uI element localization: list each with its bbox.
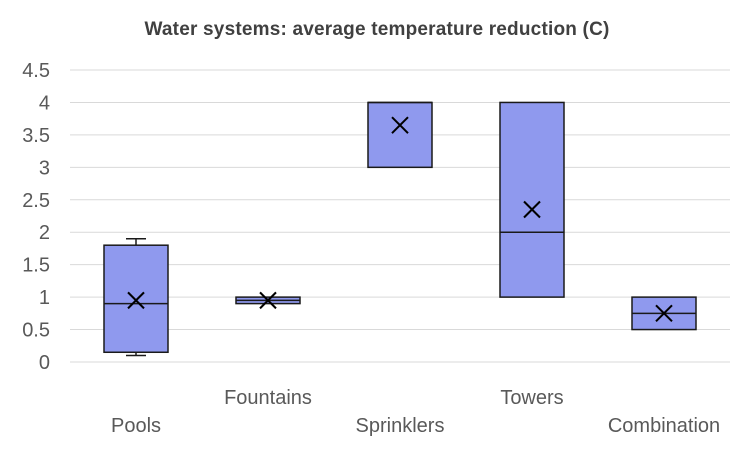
box-group [499, 101, 565, 298]
y-tick-label: 3 [39, 157, 50, 179]
mean-marker [127, 291, 145, 310]
x-category-label: Combination [608, 415, 720, 437]
x-category-label: Towers [500, 387, 563, 409]
box-group [367, 101, 433, 169]
box-iqr [103, 244, 169, 354]
box-iqr [367, 101, 433, 169]
y-tick-label: 4.5 [22, 60, 50, 82]
y-tick-label: 3.5 [22, 125, 50, 147]
x-category-label: Fountains [224, 387, 312, 409]
x-category-label: Sprinklers [356, 415, 445, 437]
y-tick-label: 0.5 [22, 320, 50, 342]
y-tick-label: 4 [39, 92, 50, 114]
box-group [103, 237, 169, 357]
box-group [631, 296, 697, 331]
x-category-label: Pools [111, 415, 161, 437]
y-tick-label: 0 [39, 352, 50, 374]
mean-marker [655, 304, 673, 323]
mean-marker [259, 291, 277, 310]
mean-marker [391, 116, 409, 134]
chart-title: Water systems: average temperature reduc… [144, 19, 610, 40]
y-tick-label: 1.5 [22, 255, 50, 277]
y-tick-label: 2 [39, 222, 50, 244]
y-tick-label: 1 [39, 287, 50, 309]
box-iqr [499, 101, 565, 298]
mean-marker [523, 200, 541, 219]
box-group [235, 291, 301, 310]
y-tick-label: 2.5 [22, 190, 50, 212]
